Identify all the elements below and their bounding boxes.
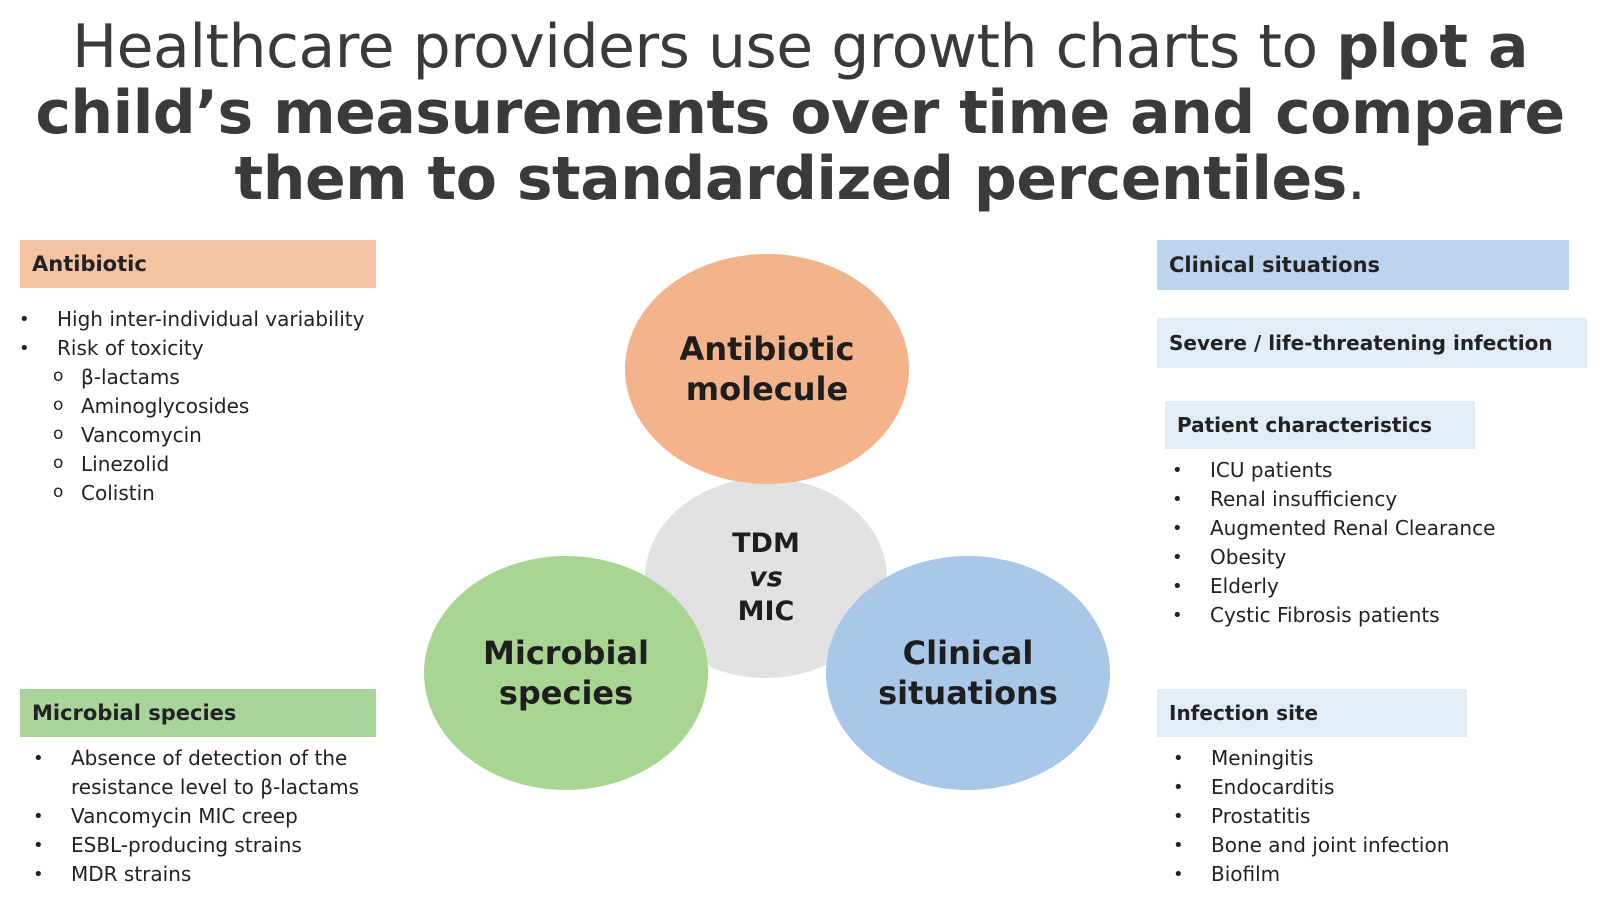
infection-site-list: MeningitisEndocarditisProstatitisBone an… bbox=[1173, 744, 1571, 889]
patient-characteristics-list-item: Cystic Fibrosis patients bbox=[1172, 601, 1580, 630]
headline-bold: plot a child’s measurements over time an… bbox=[35, 12, 1565, 214]
microbial-species-header: Microbial species bbox=[20, 689, 376, 737]
antibiotic-molecule-line1: Antibiotic bbox=[679, 330, 855, 368]
clinical-situations-header: Clinical situations bbox=[1157, 240, 1569, 290]
clinical-situations-circle: Clinical situations bbox=[826, 556, 1110, 790]
patient-characteristics-header: Patient characteristics bbox=[1165, 401, 1475, 449]
antibiotic-list-item: Vancomycin bbox=[53, 420, 457, 450]
headline: Healthcare providers use growth charts t… bbox=[20, 14, 1580, 212]
tdm-vs-mic-label: TDM vs MIC bbox=[732, 527, 800, 629]
antibiotic-list-item: β-lactams bbox=[53, 362, 457, 392]
microbial-species-list: Absence of detection of the resistance l… bbox=[33, 744, 421, 889]
microbial-species-list-item: ESBL-producing strains bbox=[33, 831, 421, 860]
patient-characteristics-list-item: Obesity bbox=[1172, 543, 1580, 572]
patient-characteristics-list-item: Augmented Renal Clearance bbox=[1172, 514, 1580, 543]
patient-characteristics-list: ICU patientsRenal insufficiencyAugmented… bbox=[1172, 456, 1580, 630]
antibiotic-list-item: Risk of toxicity bbox=[19, 334, 457, 363]
microbial-species-line1: Microbial bbox=[483, 634, 649, 672]
patient-characteristics-list-item: Elderly bbox=[1172, 572, 1580, 601]
microbial-species-list-item: Vancomycin MIC creep bbox=[33, 802, 421, 831]
infection-site-header: Infection site bbox=[1157, 689, 1467, 737]
clinical-situations-label: Clinical situations bbox=[878, 633, 1058, 713]
antibiotic-header: Antibiotic bbox=[20, 240, 376, 288]
microbial-species-list-item: MDR strains bbox=[33, 860, 421, 889]
infection-site-list-item: Prostatitis bbox=[1173, 802, 1571, 831]
antibiotic-molecule-circle: Antibiotic molecule bbox=[625, 254, 909, 484]
vs-label: vs bbox=[749, 562, 783, 593]
infection-site-list-item: Meningitis bbox=[1173, 744, 1571, 773]
tdm-label: TDM bbox=[732, 528, 800, 559]
antibiotic-list-item: Linezolid bbox=[53, 449, 457, 479]
microbial-species-list-item: Absence of detection of the resistance l… bbox=[33, 744, 421, 802]
patient-characteristics-list-item: ICU patients bbox=[1172, 456, 1580, 485]
infection-site-list-item: Biofilm bbox=[1173, 860, 1571, 889]
antibiotic-list-item: Colistin bbox=[53, 478, 457, 508]
microbial-species-line2: species bbox=[498, 674, 634, 712]
patient-characteristics-list-item: Renal insufficiency bbox=[1172, 485, 1580, 514]
infection-site-list-item: Endocarditis bbox=[1173, 773, 1571, 802]
antibiotic-list: High inter-individual variabilityRisk of… bbox=[19, 305, 457, 508]
headline-period: . bbox=[1346, 144, 1366, 214]
antibiotic-molecule-line2: molecule bbox=[685, 370, 849, 408]
infection-site-list-item: Bone and joint infection bbox=[1173, 831, 1571, 860]
microbial-species-circle: Microbial species bbox=[424, 556, 708, 790]
clinical-situations-line2: situations bbox=[878, 674, 1058, 712]
severe-infection-header: Severe / life-threatening infection bbox=[1157, 318, 1587, 368]
antibiotic-list-item: Aminoglycosides bbox=[53, 391, 457, 421]
clinical-situations-line1: Clinical bbox=[902, 634, 1034, 672]
headline-regular: Healthcare providers use growth charts t… bbox=[72, 12, 1337, 82]
antibiotic-molecule-label: Antibiotic molecule bbox=[680, 329, 855, 409]
antibiotic-list-item: High inter-individual variability bbox=[19, 305, 457, 334]
mic-label: MIC bbox=[737, 596, 795, 627]
microbial-species-label: Microbial species bbox=[483, 633, 649, 713]
